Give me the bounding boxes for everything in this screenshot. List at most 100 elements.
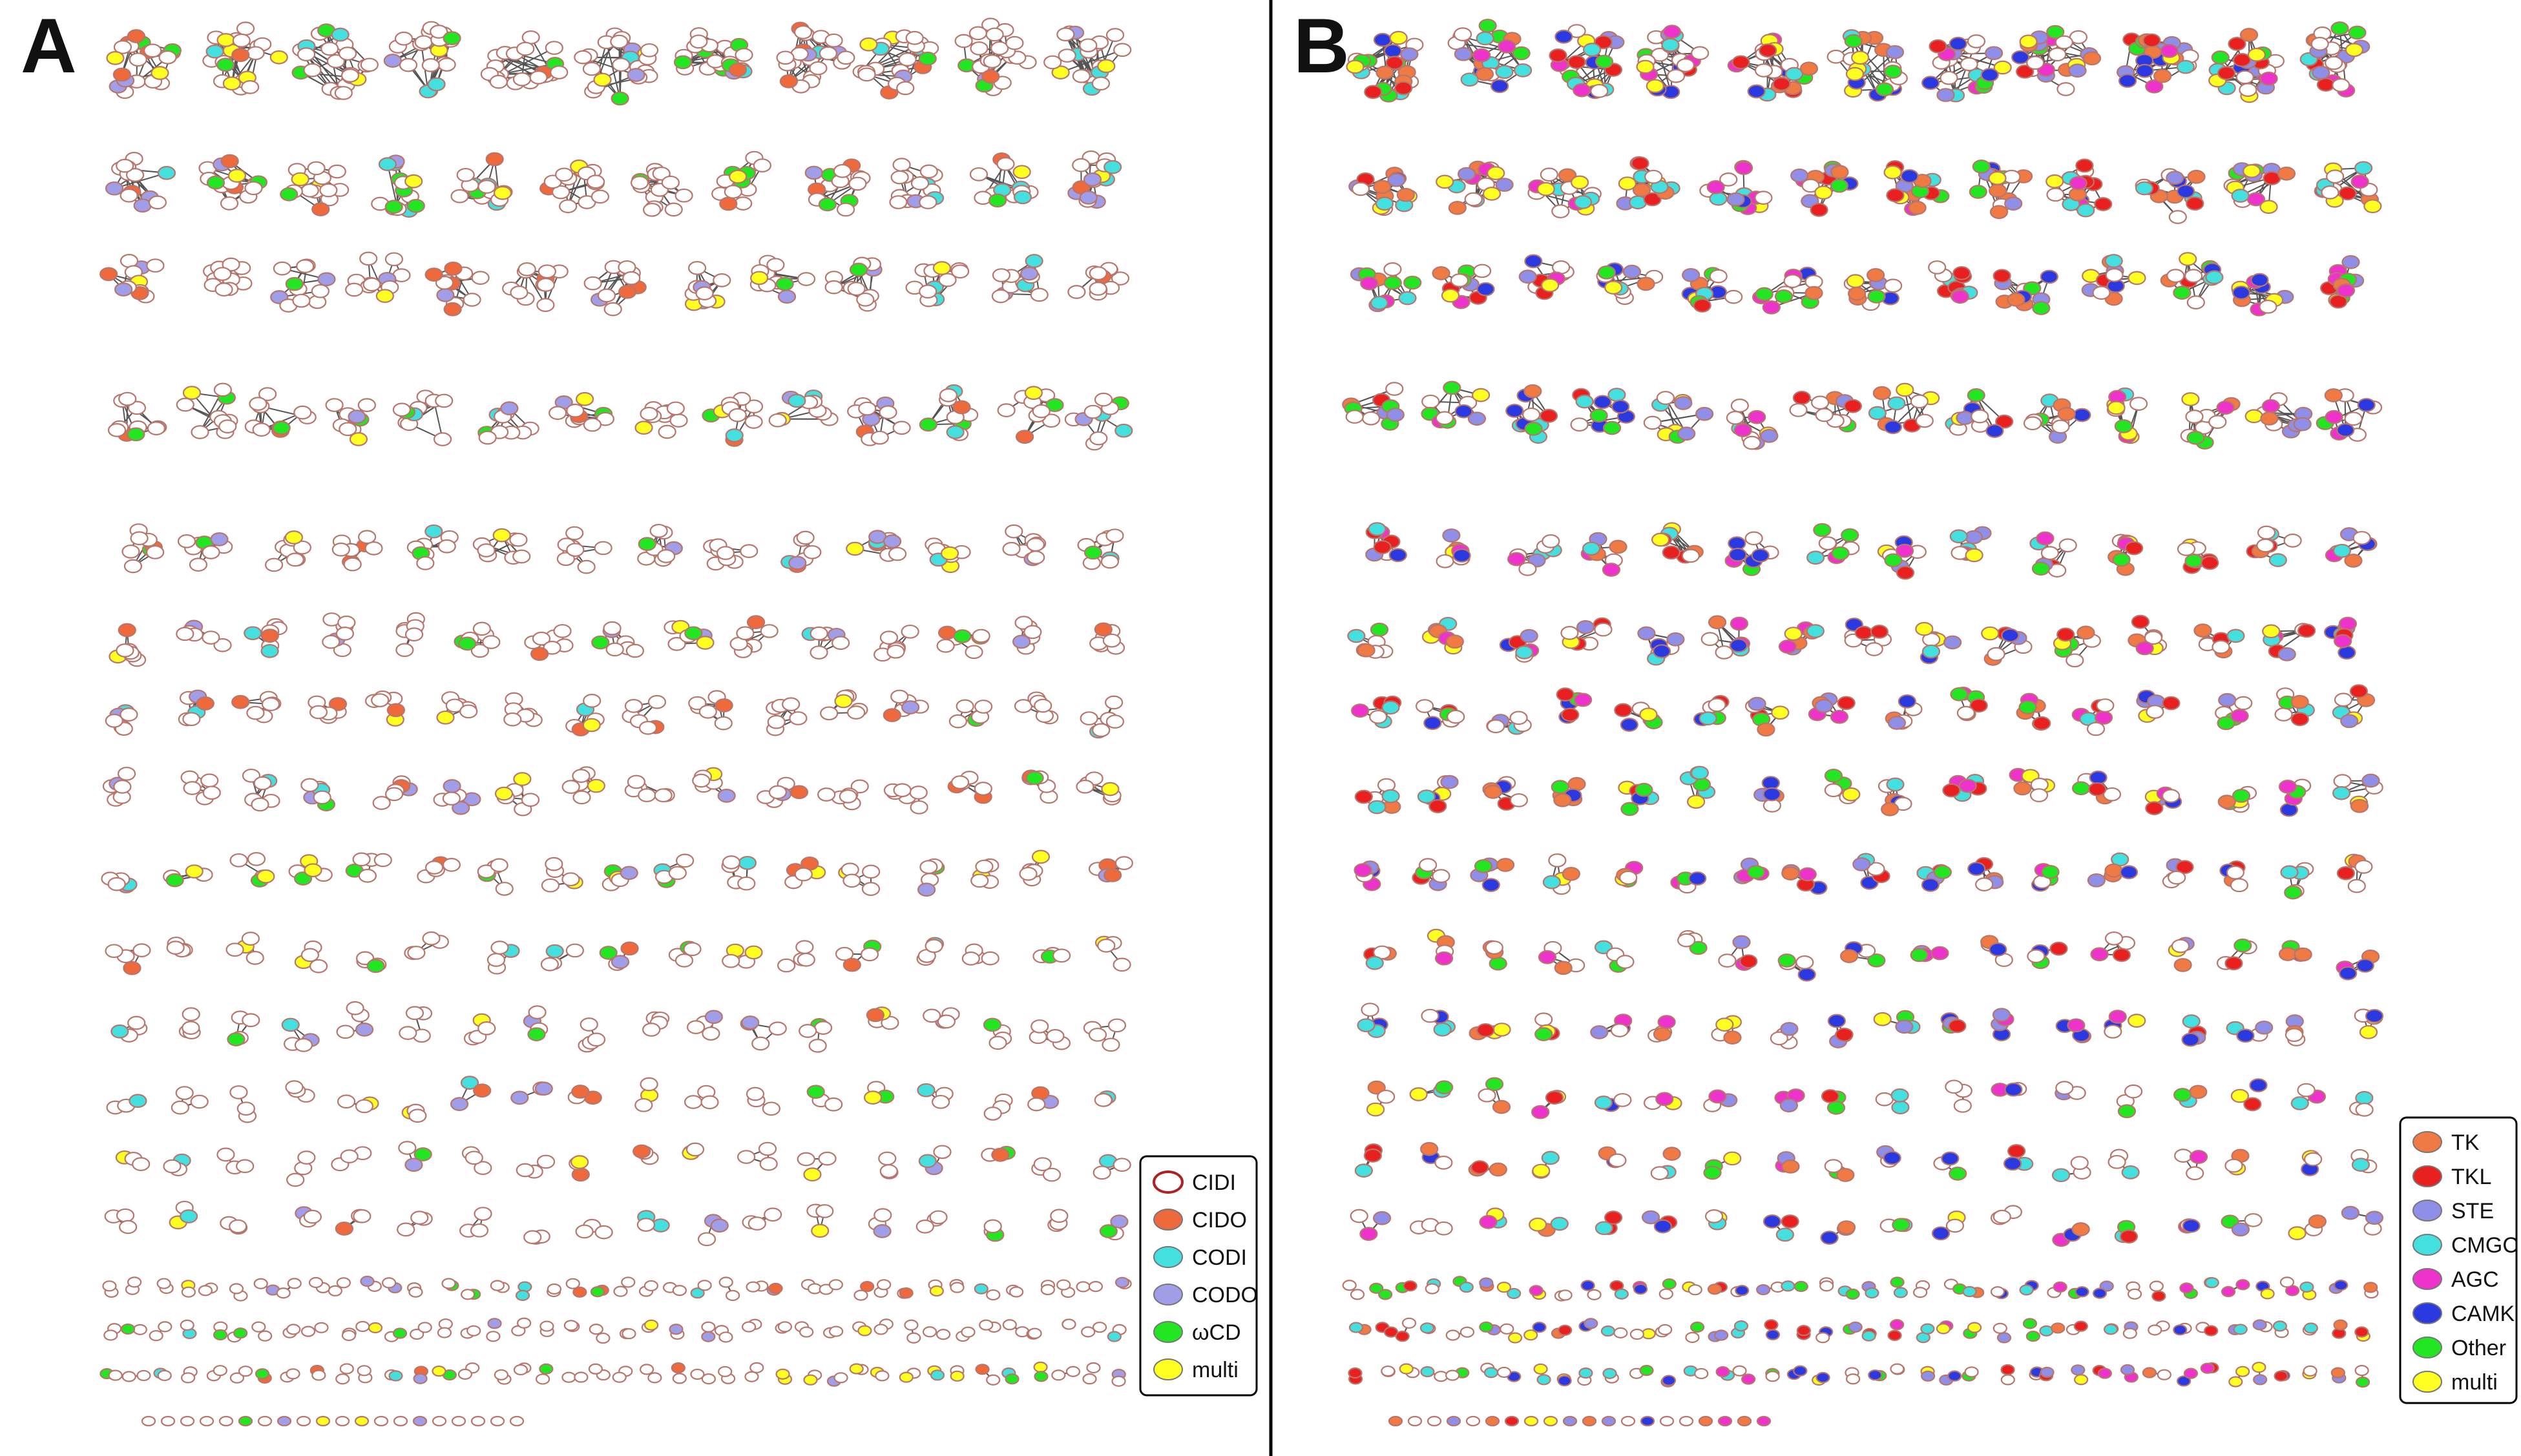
network-node [406,198,425,213]
network-node [276,1287,291,1299]
network-node [404,174,423,189]
network-node [972,629,990,643]
network-node [714,716,733,731]
network-node [986,1289,1001,1301]
network-node [717,789,736,803]
network-node [315,1415,331,1427]
network-node [238,1366,253,1377]
network-node [227,1032,246,1046]
network-node [919,164,938,179]
panel-b-letter: B [1293,3,1350,89]
network-node [819,46,837,61]
network-node [487,1318,502,1329]
network-node [746,615,766,629]
network-node [643,1319,659,1331]
network-node [435,275,454,290]
network-node [919,284,937,299]
network-node [229,853,248,868]
network-node [570,1155,589,1169]
network-node [397,1222,415,1237]
network-node [724,185,742,199]
network-node [983,1017,1002,1032]
network-node [1030,1019,1049,1034]
network-node [2239,83,2257,97]
network-node [684,626,703,641]
network-node [1089,431,1108,446]
network-node [591,635,610,650]
network-node [549,406,567,421]
network-node [624,699,643,713]
network-node [768,1021,787,1036]
network-node [386,703,405,718]
network-node [640,43,659,57]
network-node [436,288,455,302]
network-node [528,1005,547,1019]
network-node [2160,44,2179,58]
network-node [127,1276,142,1288]
network-node [611,91,629,106]
network-node [116,643,134,658]
network-node [311,202,330,216]
network-node [768,1282,783,1295]
network-node [2082,51,2102,66]
network-node [2259,71,2278,86]
network-node [695,286,714,300]
network-node [764,1207,782,1222]
network-node [777,1321,793,1333]
network-node [281,1017,300,1032]
network-node [285,1080,304,1094]
network-node [2247,47,2266,62]
network-node [649,523,668,538]
network-node [1092,723,1111,738]
network-node [961,952,980,966]
network-node [762,1101,780,1116]
network-node [441,1278,456,1289]
network-node [956,699,974,714]
network-node [861,882,881,896]
network-node [1595,54,1614,69]
network-node [1590,83,1609,98]
network-node [750,271,769,286]
network-node [758,1141,777,1156]
network-node [873,1208,892,1222]
network-node [810,626,828,641]
network-node [1051,1369,1066,1381]
network-node [1810,203,1828,217]
network-node [1383,44,1403,58]
network-node [701,1373,716,1385]
network-node [158,50,177,65]
network-node [472,621,491,636]
network-node [676,853,695,868]
network-node [1097,59,1116,74]
network-node [1065,1366,1081,1377]
network-node [718,1331,733,1343]
network-node [664,202,683,217]
network-node [725,1289,740,1302]
network-node [1373,180,1392,194]
network-node [191,425,209,439]
network-node [107,423,127,437]
network-node [1967,34,1986,48]
network-node [2168,210,2187,224]
network-node [1079,38,1098,53]
network-node [443,779,461,793]
network-node [997,403,1016,417]
network-node [410,1211,429,1225]
network-node [1027,550,1045,565]
network-node [1083,404,1102,419]
network-node [2187,169,2206,184]
network-node [1027,1097,1046,1112]
network-node [824,1097,843,1112]
network-node [1972,160,1991,174]
network-node [355,1023,374,1037]
network-node [146,258,165,273]
network-node [753,158,771,172]
network-node [384,252,403,267]
network-node [1040,1284,1055,1296]
network-node [218,419,237,433]
network-node [256,869,275,884]
network-node [545,41,563,55]
network-node [355,1099,374,1114]
network-node [1034,1371,1049,1382]
network-node [241,931,260,946]
